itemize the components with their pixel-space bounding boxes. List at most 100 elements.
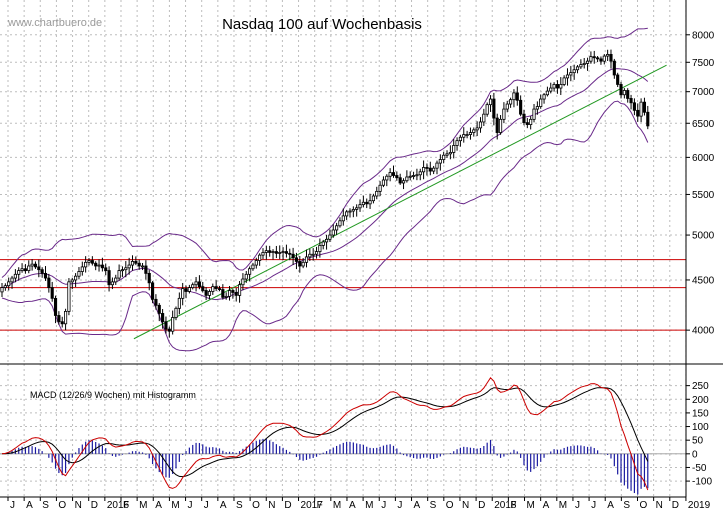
candle-body (120, 269, 125, 272)
candle-body (117, 270, 121, 279)
candle-body (388, 172, 392, 177)
candle-body (30, 263, 34, 267)
candle-body (599, 58, 603, 62)
candle-body (164, 321, 168, 330)
bollinger-bands (1, 27, 649, 352)
candle-body (207, 291, 212, 296)
x-tick-label: M (139, 500, 147, 511)
candle-body (211, 286, 215, 292)
candle-body (57, 315, 61, 323)
candle-body (385, 175, 389, 181)
macd-tick-label: 100 (692, 422, 709, 433)
candle-body (629, 98, 633, 104)
watermark: www.chartbuero.de (7, 17, 102, 29)
candle-body (606, 54, 610, 57)
candle-body (268, 250, 272, 253)
candle-body (512, 92, 516, 101)
price-tick-label: 4000 (692, 326, 715, 337)
candle-body (308, 253, 312, 258)
candle-body (217, 288, 222, 290)
candle-body (519, 99, 523, 115)
candle-body (67, 281, 71, 312)
candle-body (314, 251, 319, 255)
candle-body (465, 134, 469, 136)
candle-body (274, 251, 278, 254)
candle-body (472, 129, 476, 133)
candle-body (284, 251, 288, 254)
candle-body (609, 54, 613, 62)
macd-title: MACD (12/26/9 Wochen) mit Histogramm (30, 390, 196, 400)
candle-body (639, 101, 643, 117)
candle-body (498, 118, 503, 133)
candle-body (375, 190, 379, 197)
x-tick-label: 2016 (107, 500, 130, 511)
candle-body (575, 66, 580, 71)
candle-body (425, 167, 429, 169)
candle-body (43, 272, 48, 279)
candle-body (191, 284, 195, 288)
x-tick-label: J (575, 500, 580, 511)
candle-body (291, 253, 295, 259)
candle-body (201, 286, 205, 291)
x-tick-label: D (284, 500, 291, 511)
candle-body (358, 204, 362, 209)
candle-body (130, 261, 135, 266)
candle-body (324, 238, 329, 243)
chart-title: Nasdaq 100 auf Wochenbasis (222, 16, 422, 33)
candle-body (529, 118, 533, 125)
x-tick-label: D (672, 500, 679, 511)
candle-body (27, 265, 31, 271)
candle-body (398, 177, 402, 184)
x-tick-label: M (527, 500, 535, 511)
candle-body (0, 287, 4, 293)
x-tick-label: M (365, 500, 373, 511)
candle-body (492, 98, 496, 119)
candle-body (20, 268, 24, 271)
candle-body (60, 321, 64, 325)
macd-tick-label: 0 (692, 449, 698, 460)
frame-layer (0, 0, 723, 498)
candle-body (107, 270, 111, 286)
x-tick-label: O (252, 500, 260, 511)
candle-body (227, 290, 232, 297)
candle-body (318, 245, 322, 252)
candle-body (23, 268, 27, 271)
candle-body (475, 127, 479, 131)
candle-body (355, 207, 359, 210)
candle-body (395, 175, 399, 179)
candle-body (84, 261, 88, 268)
candle-body (204, 290, 208, 296)
x-tick-label: J (204, 500, 209, 511)
candle-body (331, 229, 335, 236)
candle-body (515, 92, 519, 101)
grid-layer (0, 0, 687, 497)
candle-body (478, 121, 483, 129)
candle-body (234, 292, 238, 296)
candle-body (345, 211, 349, 217)
candle-body (177, 297, 181, 309)
candle-body (365, 201, 369, 205)
candle-body (468, 132, 473, 135)
candle-body (505, 103, 509, 110)
candle-body (328, 234, 332, 240)
candle-body (10, 277, 14, 283)
candle-body (298, 261, 302, 267)
candle-body (47, 277, 51, 288)
x-tick-label: F (510, 500, 516, 511)
candle-body (278, 252, 282, 254)
candle-body (110, 281, 114, 286)
candle-body (569, 72, 573, 76)
candle-body (254, 260, 258, 266)
macd-tick-label: 50 (692, 436, 704, 447)
candle-body (636, 109, 640, 117)
candle-body (619, 84, 623, 96)
candle-body (301, 261, 305, 267)
candle-body (281, 251, 285, 253)
candle-body (428, 167, 432, 172)
candle-body (522, 113, 526, 124)
candle-body (452, 145, 456, 153)
candle-body (612, 60, 616, 76)
x-tick-label: J (591, 500, 596, 511)
